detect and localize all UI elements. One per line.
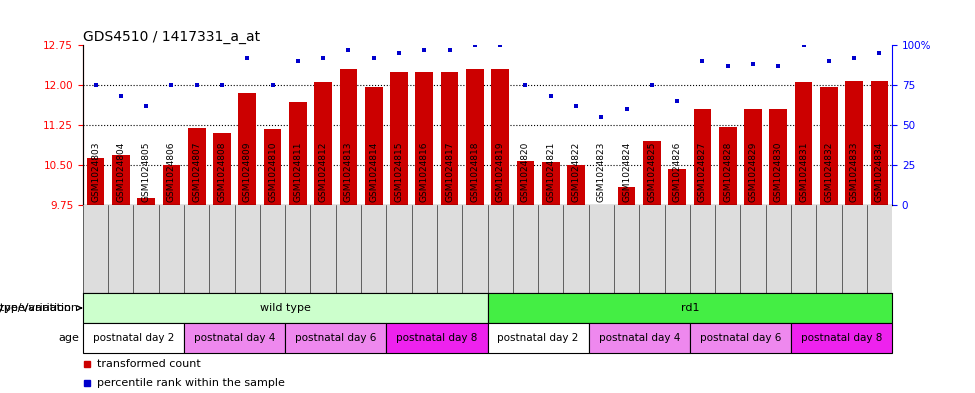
Bar (83, 323, 184, 353)
Point (846, 55, 862, 61)
Point (619, 106, 635, 112)
Text: wild type: wild type (259, 303, 311, 313)
Bar (871, 81, 888, 205)
Text: postnatal day 8: postnatal day 8 (800, 333, 882, 343)
Bar (542, 162, 560, 205)
Bar (795, 82, 812, 205)
Point (594, 114, 609, 120)
Bar (791, 323, 892, 353)
Bar (137, 198, 155, 205)
Bar (163, 165, 180, 205)
Bar (517, 161, 534, 205)
Bar (339, 69, 357, 205)
Point (796, 42, 811, 48)
Bar (668, 169, 686, 205)
Point (745, 61, 760, 67)
Bar (618, 187, 636, 205)
Bar (314, 82, 332, 205)
Point (694, 58, 710, 64)
Bar (491, 69, 509, 205)
Point (872, 50, 887, 56)
Point (568, 103, 584, 109)
Text: genotype/variation: genotype/variation (0, 303, 79, 313)
Bar (744, 109, 761, 205)
Bar (390, 72, 408, 205)
Text: percentile rank within the sample: percentile rank within the sample (98, 378, 286, 388)
Bar (87, 158, 104, 205)
Bar (365, 86, 382, 205)
Text: postnatal day 2: postnatal day 2 (497, 333, 579, 343)
Point (442, 47, 457, 53)
Bar (567, 165, 585, 205)
Point (88, 82, 103, 88)
Bar (644, 141, 661, 205)
Point (492, 42, 508, 48)
Bar (188, 128, 206, 205)
Bar (214, 133, 231, 205)
Bar (239, 93, 256, 205)
Text: postnatal day 6: postnatal day 6 (295, 333, 376, 343)
Bar (466, 69, 484, 205)
Point (770, 62, 786, 69)
Text: genotype/variation: genotype/variation (0, 303, 81, 313)
Point (340, 47, 356, 53)
Bar (845, 81, 863, 205)
Bar (719, 127, 736, 205)
Text: GDS4510 / 1417331_a_at: GDS4510 / 1417331_a_at (83, 30, 260, 44)
Bar (184, 323, 285, 353)
Bar (386, 323, 488, 353)
Point (189, 82, 205, 88)
Bar (589, 323, 690, 353)
Point (164, 82, 179, 88)
Bar (263, 129, 282, 205)
Text: postnatal day 4: postnatal day 4 (194, 333, 275, 343)
Bar (488, 293, 892, 323)
Bar (415, 72, 433, 205)
Bar (693, 109, 712, 205)
Bar (112, 155, 130, 205)
Bar (83, 293, 488, 323)
Bar (820, 86, 838, 205)
Point (518, 82, 533, 88)
Point (720, 62, 735, 69)
Point (366, 55, 381, 61)
Point (240, 55, 255, 61)
Point (265, 82, 281, 88)
Text: postnatal day 6: postnatal day 6 (700, 333, 781, 343)
Point (113, 93, 129, 99)
Point (315, 55, 331, 61)
Point (214, 82, 230, 88)
Text: transformed count: transformed count (98, 359, 201, 369)
Point (391, 50, 407, 56)
Bar (289, 102, 307, 205)
Point (290, 58, 305, 64)
Bar (285, 323, 386, 353)
Text: postnatal day 4: postnatal day 4 (599, 333, 680, 343)
Bar (690, 323, 791, 353)
Text: age: age (58, 333, 79, 343)
Bar (488, 323, 589, 353)
Point (416, 47, 432, 53)
Point (467, 42, 483, 48)
Text: rd1: rd1 (681, 303, 699, 313)
Point (670, 98, 685, 104)
Bar (441, 72, 458, 205)
Text: postnatal day 2: postnatal day 2 (93, 333, 175, 343)
Point (821, 58, 837, 64)
Point (543, 93, 559, 99)
Point (138, 103, 154, 109)
Text: postnatal day 8: postnatal day 8 (396, 333, 478, 343)
Bar (769, 109, 787, 205)
Point (644, 82, 660, 88)
